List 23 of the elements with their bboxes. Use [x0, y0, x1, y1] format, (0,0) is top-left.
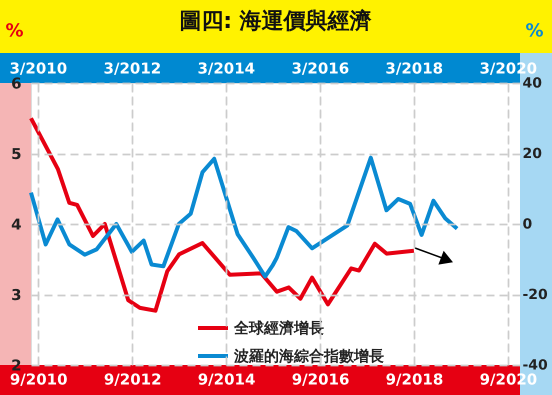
y-axis-title: %	[525, 20, 544, 42]
y-tick-label: 3	[11, 286, 22, 304]
y-tick-label: 0	[522, 216, 532, 232]
y-tick-label: 20	[522, 146, 542, 162]
x-tick-label: 9/2012	[104, 370, 162, 388]
line-series	[29, 156, 460, 279]
line-series	[29, 116, 416, 313]
x-tick-label: 3/2010	[9, 60, 68, 78]
x-tick-label: 3/2014	[197, 60, 256, 78]
y-tick-label: 5	[11, 145, 22, 163]
y-tick-label: -40	[522, 358, 548, 374]
x-tick-label: 9/2018	[386, 370, 444, 388]
x-tick-label: 3/2012	[104, 60, 162, 78]
y-axis-title: %	[5, 20, 24, 42]
y-tick-label: -20	[522, 287, 548, 303]
y-tick-label: 4	[11, 216, 22, 234]
x-tick-label: 9/2010	[10, 370, 68, 388]
x-tick-label: 9/2014	[198, 370, 256, 388]
x-tick-label: 3/2016	[291, 60, 350, 78]
chart-title: 圖四: 海運價與經濟	[179, 8, 373, 34]
y-tick-label: 40	[522, 76, 542, 92]
x-tick-label: 9/2016	[292, 370, 350, 388]
x-tick-label: 3/2018	[385, 60, 444, 78]
